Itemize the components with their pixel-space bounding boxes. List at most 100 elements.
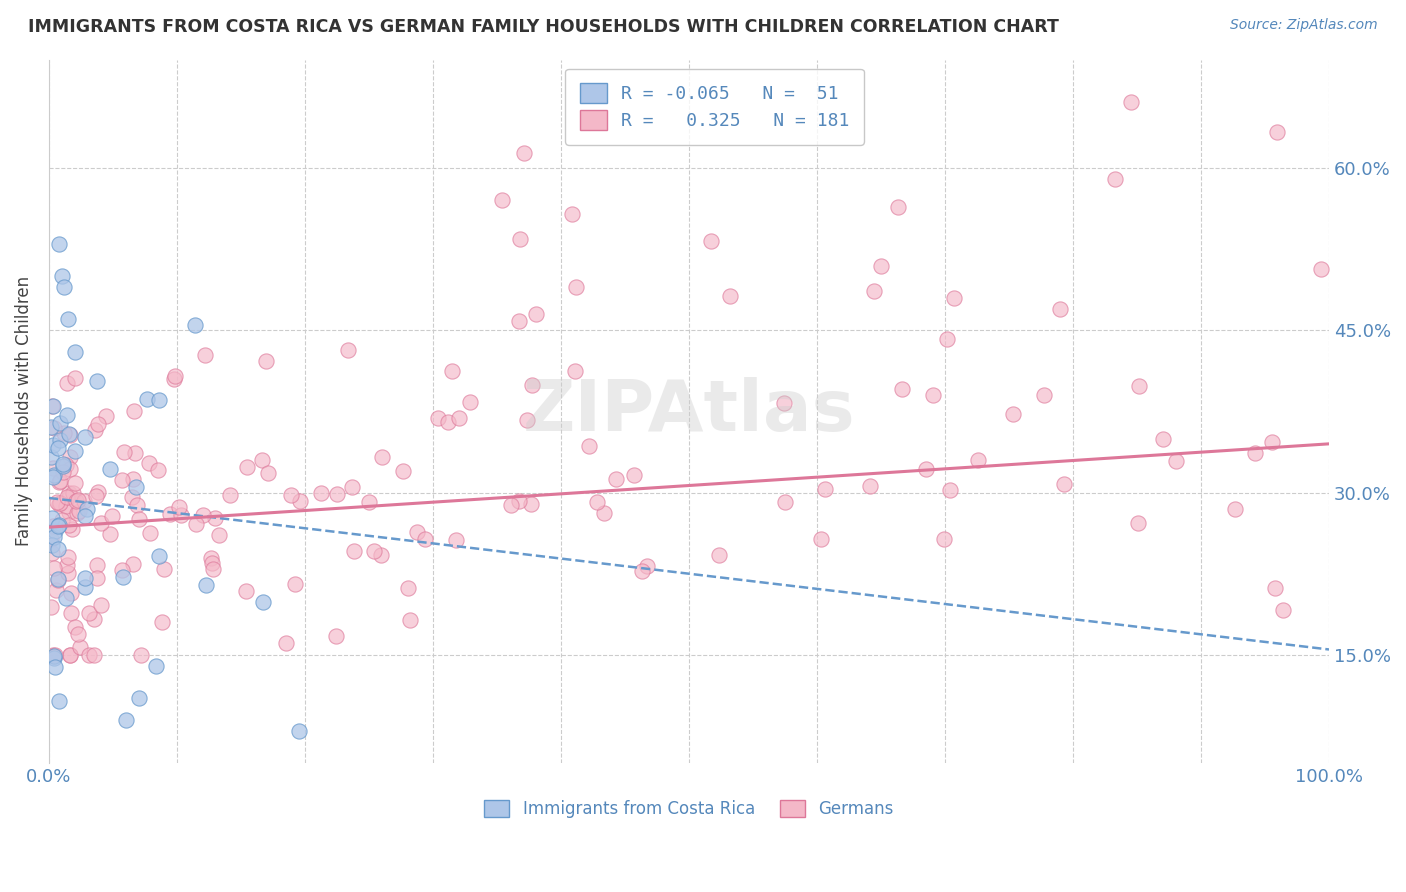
Point <box>42 421 65 435</box>
Point <box>48 497 70 511</box>
Point <box>42 461 65 475</box>
Point <box>447 410 470 425</box>
Point <box>631 565 654 579</box>
Point <box>42 561 65 575</box>
Point <box>112 445 135 459</box>
Point <box>446 533 468 548</box>
Point <box>524 307 547 321</box>
Point <box>66 507 89 521</box>
Point <box>148 392 170 407</box>
Point <box>39 420 62 434</box>
Point <box>48 236 70 251</box>
Text: ZIPAtlas: ZIPAtlas <box>523 376 855 446</box>
Point <box>46 518 69 533</box>
Point <box>59 427 82 442</box>
Point <box>509 232 531 246</box>
Point <box>508 314 530 328</box>
Point <box>1032 388 1054 402</box>
Point <box>111 570 134 584</box>
Point <box>51 513 73 527</box>
Point <box>1152 432 1174 446</box>
Point <box>59 606 82 620</box>
Point <box>67 493 90 508</box>
Point <box>46 572 69 586</box>
Point <box>1261 435 1284 450</box>
Point <box>165 369 187 384</box>
Point <box>922 388 945 402</box>
Point <box>69 640 91 655</box>
Point <box>42 518 65 533</box>
Point <box>73 429 96 443</box>
Point <box>592 507 614 521</box>
Point <box>201 557 224 571</box>
Point <box>41 511 63 525</box>
Point <box>1244 446 1267 460</box>
Point <box>578 439 600 453</box>
Point <box>63 476 86 491</box>
Point <box>56 566 79 580</box>
Point <box>101 509 124 524</box>
Point <box>39 532 62 546</box>
Point <box>863 284 886 298</box>
Point <box>58 485 80 500</box>
Point <box>49 496 72 510</box>
Point <box>520 498 543 512</box>
Point <box>560 206 582 220</box>
Point <box>86 485 108 500</box>
Point <box>932 532 955 546</box>
Point <box>159 507 181 521</box>
Point <box>256 467 278 481</box>
Point <box>65 444 87 458</box>
Point <box>75 571 97 585</box>
Point <box>280 488 302 502</box>
Point <box>520 378 543 392</box>
Point <box>939 483 962 497</box>
Point <box>67 504 90 518</box>
Point <box>343 544 366 558</box>
Point <box>170 508 193 522</box>
Point <box>274 636 297 650</box>
Point <box>98 461 121 475</box>
Point <box>1128 516 1150 531</box>
Point <box>114 713 136 727</box>
Point <box>405 525 427 540</box>
Point <box>49 416 72 430</box>
Point <box>41 546 63 560</box>
Point <box>936 332 959 346</box>
Point <box>62 485 84 500</box>
Point <box>191 508 214 522</box>
Point <box>90 516 112 531</box>
Point <box>1104 172 1126 186</box>
Text: IMMIGRANTS FROM COSTA RICA VS GERMAN FAMILY HOUSEHOLDS WITH CHILDREN CORRELATION: IMMIGRANTS FROM COSTA RICA VS GERMAN FAM… <box>28 18 1059 36</box>
Point <box>325 629 347 643</box>
Point <box>42 467 65 482</box>
Point <box>195 578 218 592</box>
Point <box>129 648 152 662</box>
Point <box>46 442 69 456</box>
Point <box>42 649 65 664</box>
Point <box>63 344 86 359</box>
Point <box>138 456 160 470</box>
Point <box>499 498 522 512</box>
Point <box>125 480 148 494</box>
Point <box>252 595 274 609</box>
Point <box>966 453 988 467</box>
Point <box>49 433 72 447</box>
Point <box>288 493 311 508</box>
Point <box>564 364 586 378</box>
Point <box>58 518 80 533</box>
Point <box>943 291 966 305</box>
Point <box>56 550 79 565</box>
Point <box>814 482 837 496</box>
Point <box>914 461 936 475</box>
Point <box>153 562 176 576</box>
Point <box>891 382 914 396</box>
Point <box>52 465 75 479</box>
Point <box>59 450 82 464</box>
Point <box>55 499 77 513</box>
Point <box>59 648 82 662</box>
Point <box>184 517 207 532</box>
Point <box>98 527 121 541</box>
Point <box>250 452 273 467</box>
Point <box>44 660 66 674</box>
